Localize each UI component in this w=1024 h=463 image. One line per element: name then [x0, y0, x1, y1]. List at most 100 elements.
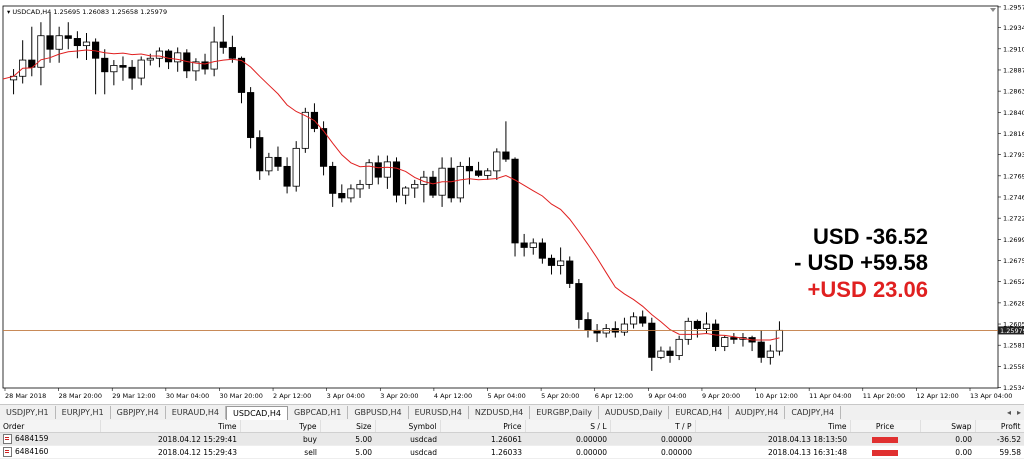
candle-bear	[247, 92, 255, 138]
cell-tp: 0.00000	[610, 445, 695, 459]
overlay-line-3: +USD 23.06	[807, 277, 928, 302]
cell-text: 1.26061	[490, 434, 522, 444]
candle-bull	[265, 156, 273, 172]
column-header[interactable]: Time	[695, 420, 851, 433]
candle-bear	[283, 165, 291, 187]
price-chart[interactable]: 1.29570 1.29340 1.29105 1.28870 1.28635 1.284…	[0, 0, 1024, 404]
tab-scroll-left-icon[interactable]: ◂	[1006, 408, 1011, 417]
current-price-label: 1.25979	[1000, 327, 1024, 335]
close-price-bar	[872, 436, 898, 443]
order-row[interactable]: 6484159 2018.04.12 15:29:41 buy 5.00 usdcad 1…	[0, 432, 1024, 446]
tab-gbpjpy-h4[interactable]: GBPJPY,H4	[111, 406, 166, 419]
candle-bear	[237, 57, 246, 93]
candle-bear	[520, 242, 528, 248]
cell-order: 6484160	[0, 445, 100, 459]
candle-bear	[693, 320, 701, 329]
price-label: 1.25580	[1003, 363, 1024, 371]
candle-bear	[274, 156, 282, 167]
candle-bear	[648, 322, 656, 358]
order-row[interactable]: 6484160 2018.04.12 15:29:43 sell 5.00 usdcad…	[0, 445, 1024, 459]
cell-text: 2018.04.13 18:13:50	[767, 434, 847, 444]
tab-gbpcad-h1[interactable]: GBPCAD,H1	[288, 406, 349, 419]
candle-bear	[511, 158, 519, 244]
tab-nzdusd-h4[interactable]: NZDUSD,H4	[469, 406, 531, 419]
tab-audusd-daily[interactable]: AUDUSD,Daily	[599, 406, 670, 419]
tab-eurcad-h4[interactable]: EURCAD,H4	[669, 406, 730, 419]
candle-bull	[620, 323, 629, 333]
cell-tp: 0.00000	[610, 432, 695, 446]
column-header[interactable]: Price	[440, 420, 526, 433]
candle-bull	[174, 52, 182, 63]
tab-eurgbp-daily[interactable]: EURGBP,Daily	[530, 406, 599, 419]
chart-svg: 1.29570 1.29340 1.29105 1.28870 1.28635 1.284…	[2, 3, 1024, 400]
column-header[interactable]: Order	[0, 420, 101, 433]
cell-text: 2018.04.12 15:29:41	[157, 434, 237, 444]
candle-bear	[92, 41, 100, 59]
time-label: 30 Mar 04:00	[166, 392, 209, 400]
price-label: 1.28400	[1003, 109, 1024, 117]
candle-bull	[411, 183, 419, 189]
price-label: 1.26990	[1003, 236, 1024, 244]
moving-average-line	[2, 49, 780, 341]
column-header[interactable]: S / L	[525, 420, 611, 433]
cell-text: -36.52	[996, 434, 1021, 444]
tab-cadjpy-h4[interactable]: CADJPY,H4	[785, 406, 842, 419]
cell-text: 1.26033	[490, 447, 522, 457]
cell-price: 1.26033	[440, 445, 525, 459]
tab-euraud-h4[interactable]: EURAUD,H4	[166, 406, 226, 419]
price-label: 1.29340	[1003, 24, 1024, 32]
candle-bear	[538, 242, 546, 259]
price-label: 1.26285	[1003, 299, 1024, 307]
candle-bull	[766, 350, 774, 358]
tab-usdjpy-h1[interactable]: USDJPY,H1	[0, 406, 56, 419]
column-header[interactable]: Swap	[920, 420, 976, 433]
column-header[interactable]: Price	[850, 420, 921, 433]
chart-header: ▾ USDCAD,H4 1.25695 1.26083 1.25658 1.25…	[7, 8, 167, 16]
time-label: 5 Apr 04:00	[488, 392, 526, 400]
time-label: 30 Mar 20:00	[219, 392, 262, 400]
price-label: 1.27225	[1003, 215, 1024, 223]
cell-text: usdcad	[410, 447, 437, 457]
price-label: 1.27695	[1003, 172, 1024, 180]
overlay-line-2: - USD +59.58	[794, 250, 928, 275]
candle-bear	[46, 35, 54, 50]
candle-bull	[347, 188, 355, 199]
candle-bull	[356, 183, 364, 190]
cell-text: 5.00	[355, 447, 372, 457]
tab-gbpusd-h4[interactable]: GBPUSD,H4	[348, 406, 409, 419]
column-header[interactable]: Symbol	[375, 420, 441, 433]
candle-bear	[392, 161, 401, 196]
time-label: 9 Apr 20:00	[702, 392, 740, 400]
cell-order: 6484159	[0, 432, 100, 446]
cell-text: 0.00	[955, 434, 972, 444]
candle-bear	[128, 66, 136, 79]
price-label: 1.25345	[1003, 384, 1024, 392]
tab-usdcad-h4[interactable]: USDCAD,H4	[226, 405, 288, 420]
column-header[interactable]: Size	[320, 420, 376, 433]
candle-bear	[374, 162, 382, 178]
candle-bull	[675, 338, 683, 356]
candle-bull	[657, 350, 665, 358]
candle-bull	[529, 242, 537, 248]
cell-sl: 0.00000	[525, 432, 610, 446]
candle-bull	[192, 61, 200, 72]
price-label: 1.28870	[1003, 66, 1024, 74]
tab-scroll-right-icon[interactable]: ▸	[1016, 408, 1021, 417]
cell-text: 2018.04.12 15:29:43	[157, 447, 237, 457]
candle-bear	[219, 41, 227, 48]
candle-bull	[137, 59, 145, 79]
chart-frame	[2, 5, 999, 389]
cell-type: sell	[240, 445, 320, 459]
time-label: 3 Apr 04:00	[327, 392, 365, 400]
candle-bull	[110, 65, 118, 73]
column-header[interactable]: Time	[100, 420, 241, 433]
cell-symbol: usdcad	[375, 445, 440, 459]
column-header[interactable]: Type	[240, 420, 321, 433]
tab-audjpy-h4[interactable]: AUDJPY,H4	[729, 406, 786, 419]
price-label: 1.26520	[1003, 278, 1024, 286]
tab-eurusd-h4[interactable]: EURUSD,H4	[409, 406, 469, 419]
tab-eurjpy-h1[interactable]: EURJPY,H1	[56, 406, 111, 419]
column-header[interactable]: Profit	[975, 420, 1024, 433]
column-header[interactable]: T / P	[610, 420, 696, 433]
cell-text: 0.00000	[575, 447, 607, 457]
